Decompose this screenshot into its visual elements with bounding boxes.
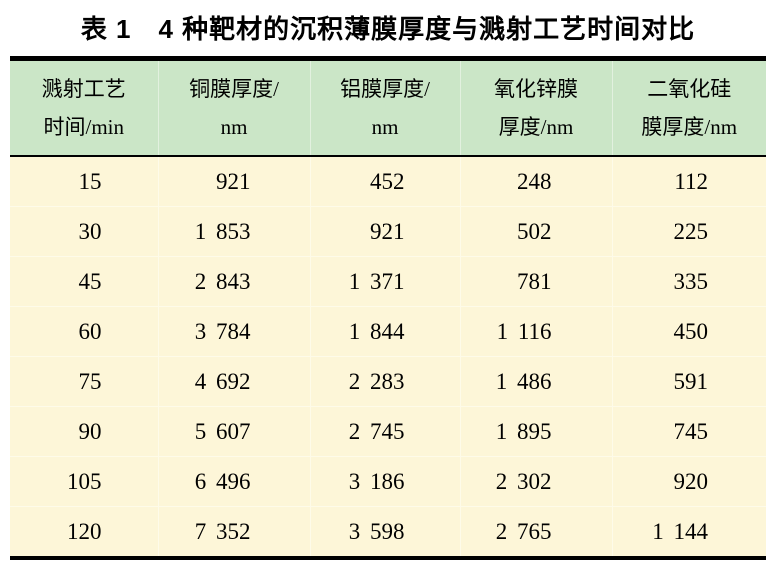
cell-zno: 2 765 <box>459 506 612 558</box>
table-row: 75 4 692 2 283 1 486 591 <box>10 356 766 407</box>
cell-sio2: 335 <box>611 256 766 307</box>
table-row: 90 5 607 2 745 1 895 745 <box>10 406 766 457</box>
cell-sio2: 591 <box>611 356 766 407</box>
col-header-zno-thickness: 氧化锌膜 厚度/nm <box>459 58 612 156</box>
cell-sio2: 225 <box>611 206 766 257</box>
cell-sio2: 450 <box>611 306 766 357</box>
table-row: 105 6 496 3 186 2 302 920 <box>10 456 766 507</box>
table-body: 15 921 452 248 112 30 1 853 921 502 225 … <box>10 156 766 558</box>
cell-cu: 2 843 <box>157 256 310 307</box>
cell-time: 15 <box>10 156 158 207</box>
header-row: 溅射工艺 时间/min 铜膜厚度/ nm 铝膜厚度/ nm 氧化锌膜 厚度/nm… <box>10 58 766 156</box>
cell-cu: 7 352 <box>157 506 310 558</box>
sputtering-thickness-table: 溅射工艺 时间/min 铜膜厚度/ nm 铝膜厚度/ nm 氧化锌膜 厚度/nm… <box>10 56 766 560</box>
cell-time: 60 <box>10 306 158 357</box>
header-line: 溅射工艺 <box>41 77 126 101</box>
cell-time: 30 <box>10 206 158 257</box>
table-row: 45 2 843 1 371 781 335 <box>10 256 766 307</box>
cell-time: 75 <box>10 356 158 407</box>
cell-al: 3 186 <box>309 456 460 507</box>
cell-al: 2 745 <box>309 406 460 457</box>
col-header-cu-thickness: 铜膜厚度/ nm <box>157 58 310 156</box>
header-line: 铜膜厚度/ <box>189 77 279 101</box>
cell-cu: 921 <box>157 156 310 207</box>
cell-al: 1 371 <box>309 256 460 307</box>
col-header-sio2-thickness: 二氧化硅 膜厚度/nm <box>611 58 766 156</box>
cell-zno: 1 116 <box>459 306 612 357</box>
table-row: 120 7 352 3 598 2 765 1 144 <box>10 506 766 558</box>
header-line: 时间/min <box>43 115 124 139</box>
cell-time: 105 <box>10 456 158 507</box>
table-title: 表 1 4 种靶材的沉积薄膜厚度与溅射工艺时间对比 <box>80 13 696 44</box>
cell-al: 921 <box>309 206 460 257</box>
header-line: 铝膜厚度/ <box>340 77 430 101</box>
header-line: 二氧化硅 <box>647 77 732 101</box>
table-row: 15 921 452 248 112 <box>10 156 766 207</box>
col-header-al-thickness: 铝膜厚度/ nm <box>309 58 460 156</box>
cell-time: 120 <box>10 506 158 558</box>
cell-time: 45 <box>10 256 158 307</box>
header-line: 氧化锌膜 <box>494 77 578 101</box>
cell-time: 90 <box>10 406 158 457</box>
cell-cu: 6 496 <box>157 456 310 507</box>
cell-cu: 1 853 <box>157 206 310 257</box>
col-header-sputter-time: 溅射工艺 时间/min <box>10 58 158 156</box>
header-line: nm <box>371 115 399 139</box>
header-line: 厚度/nm <box>498 115 574 139</box>
cell-sio2: 112 <box>611 156 766 207</box>
cell-zno: 248 <box>459 156 612 207</box>
cell-zno: 2 302 <box>459 456 612 507</box>
table-header: 溅射工艺 时间/min 铜膜厚度/ nm 铝膜厚度/ nm 氧化锌膜 厚度/nm… <box>10 58 766 156</box>
cell-zno: 1 895 <box>459 406 612 457</box>
cell-cu: 4 692 <box>157 356 310 407</box>
cell-zno: 781 <box>459 256 612 307</box>
cell-cu: 3 784 <box>157 306 310 357</box>
table-row: 30 1 853 921 502 225 <box>10 206 766 257</box>
cell-sio2: 1 144 <box>611 506 766 558</box>
cell-al: 452 <box>309 156 460 207</box>
cell-sio2: 745 <box>611 406 766 457</box>
header-line: nm <box>220 115 248 139</box>
table-row: 60 3 784 1 844 1 116 450 <box>10 306 766 357</box>
cell-al: 1 844 <box>309 306 460 357</box>
cell-al: 2 283 <box>309 356 460 407</box>
cell-al: 3 598 <box>309 506 460 558</box>
cell-sio2: 920 <box>611 456 766 507</box>
cell-zno: 502 <box>459 206 612 257</box>
cell-cu: 5 607 <box>157 406 310 457</box>
cell-zno: 1 486 <box>459 356 612 407</box>
header-line: 膜厚度/nm <box>641 115 738 139</box>
